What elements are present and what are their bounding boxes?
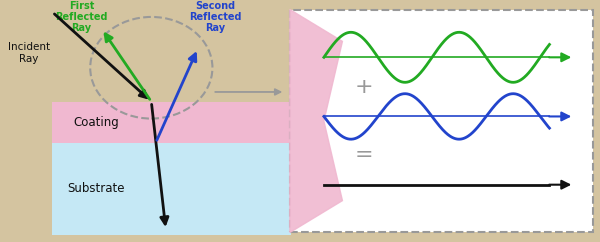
Bar [52, 143, 291, 235]
Text: Second
Reflected
Ray: Second Reflected Ray [189, 1, 242, 33]
Text: =: = [355, 145, 373, 165]
Bar [52, 102, 291, 143]
Polygon shape [290, 9, 343, 233]
Text: Coating: Coating [73, 116, 119, 129]
Text: First
Reflected
Ray: First Reflected Ray [55, 1, 108, 33]
Text: Incident
Ray: Incident Ray [8, 42, 50, 64]
Text: +: + [355, 77, 373, 97]
Text: Substrate: Substrate [67, 182, 125, 195]
FancyBboxPatch shape [290, 9, 593, 233]
